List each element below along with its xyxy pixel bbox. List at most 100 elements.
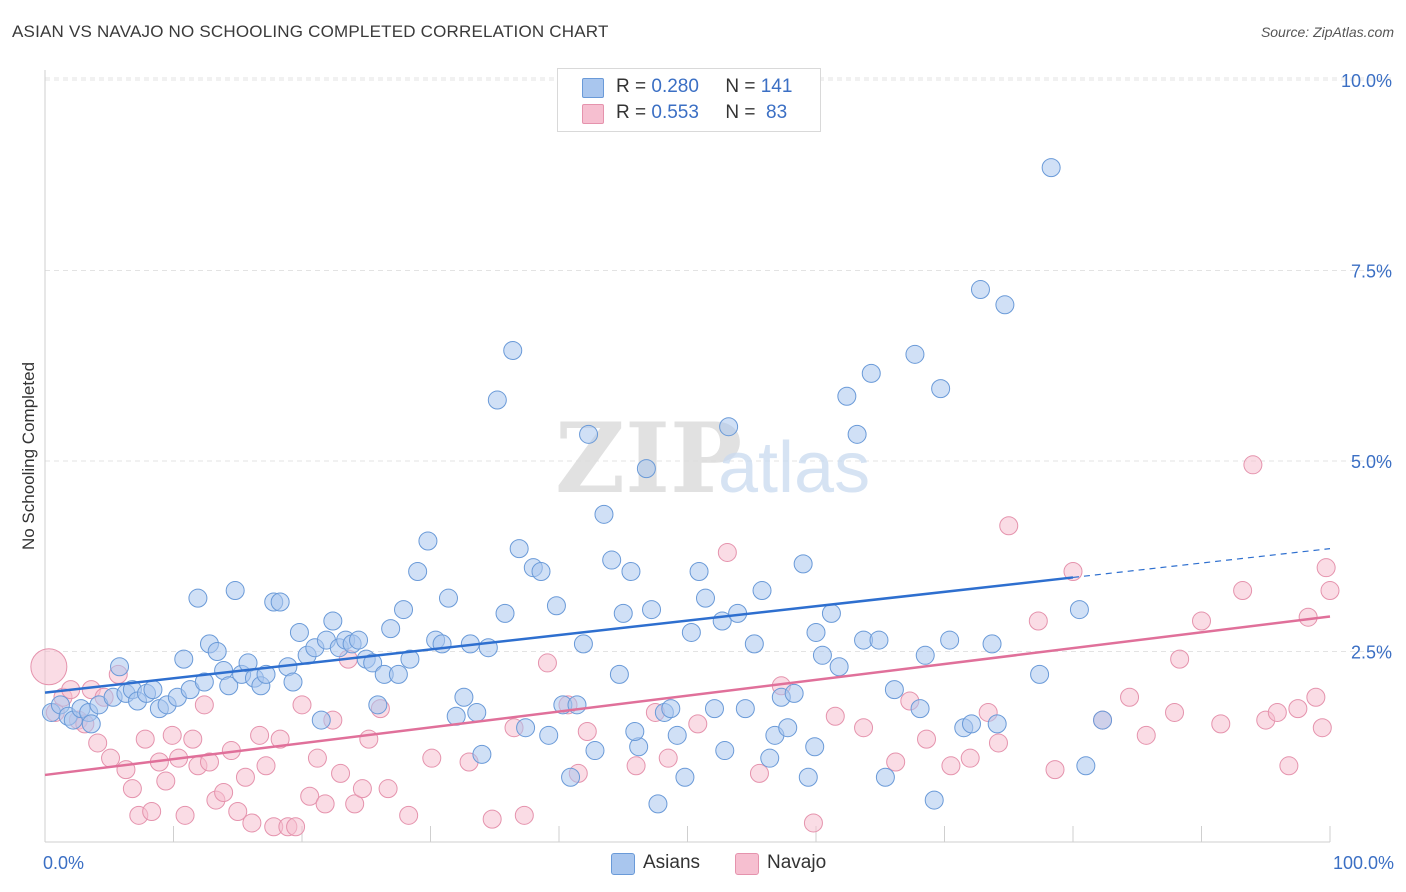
asian-point bbox=[609, 664, 629, 684]
asian-point bbox=[594, 504, 614, 524]
asian-point bbox=[931, 379, 951, 399]
navajo-point bbox=[1192, 611, 1211, 631]
navajo-points bbox=[30, 455, 1340, 837]
navajo-point bbox=[941, 756, 961, 776]
asian-point bbox=[81, 714, 101, 734]
asian-point bbox=[467, 702, 487, 722]
legend-navajo-n-label: N = bbox=[725, 102, 756, 123]
navajo-point bbox=[1136, 725, 1156, 745]
navajo-point bbox=[1233, 581, 1253, 601]
asian-point bbox=[516, 718, 536, 738]
asian-point bbox=[311, 710, 331, 730]
asian-point bbox=[940, 630, 960, 650]
asian-point bbox=[689, 561, 709, 581]
asian-point bbox=[752, 581, 772, 601]
asian-point bbox=[621, 561, 641, 581]
asian-point bbox=[704, 699, 724, 719]
asian-point bbox=[970, 280, 990, 300]
asian-point bbox=[602, 550, 622, 570]
asians-trend-line bbox=[44, 576, 1074, 694]
navajo-point bbox=[175, 805, 195, 825]
x-tick-label-max: 100.0% bbox=[1333, 853, 1394, 873]
asian-point bbox=[585, 741, 605, 761]
navajo-point bbox=[1288, 699, 1308, 719]
navajo-point bbox=[999, 516, 1019, 536]
asian-point bbox=[995, 295, 1015, 315]
legend-asians-r-label: R = bbox=[616, 76, 647, 97]
asian-point bbox=[219, 676, 239, 696]
bottom-legend-navajo-swatch bbox=[735, 853, 759, 875]
navajo-point bbox=[30, 648, 68, 686]
navajo-point bbox=[1028, 611, 1048, 631]
asian-point bbox=[847, 424, 867, 444]
asian-point bbox=[408, 561, 428, 581]
asian-point bbox=[924, 790, 944, 810]
legend-navajo-r-label: R = bbox=[616, 102, 647, 123]
asian-point bbox=[829, 657, 849, 677]
asian-point bbox=[270, 592, 290, 612]
asian-point bbox=[793, 554, 813, 574]
asian-point bbox=[613, 603, 633, 623]
legend-navajo-r-value: 0.553 bbox=[651, 102, 699, 123]
navajo-point bbox=[1320, 581, 1340, 601]
watermark-zip: ZIP bbox=[555, 402, 742, 515]
legend-navajo-swatch bbox=[582, 104, 604, 124]
asian-point bbox=[573, 634, 593, 654]
navajo-point bbox=[256, 756, 276, 776]
navajo-point bbox=[917, 729, 937, 749]
asian-point bbox=[438, 588, 458, 608]
navajo-point bbox=[194, 695, 214, 715]
navajo-point bbox=[352, 779, 372, 799]
navajo-point bbox=[101, 748, 121, 768]
navajo-point bbox=[300, 786, 320, 806]
navajo-point bbox=[378, 779, 398, 799]
navajo-point bbox=[886, 752, 906, 772]
asian-point bbox=[675, 767, 695, 787]
y-axis-title: No Schooling Completed bbox=[19, 362, 38, 550]
asian-point bbox=[982, 634, 1002, 654]
navajo-point bbox=[88, 733, 108, 753]
asian-point bbox=[539, 725, 559, 745]
navajo-point bbox=[399, 805, 419, 825]
asian-point bbox=[225, 581, 245, 601]
asian-point bbox=[495, 603, 515, 623]
asian-point bbox=[961, 714, 981, 734]
asian-point bbox=[368, 695, 388, 715]
navajo-point bbox=[1243, 455, 1263, 475]
asian-point bbox=[472, 744, 492, 764]
asian-point bbox=[744, 634, 764, 654]
asian-point bbox=[760, 748, 780, 768]
asian-point bbox=[289, 622, 309, 642]
asian-point bbox=[1041, 158, 1061, 178]
asian-point bbox=[388, 664, 408, 684]
asian-point bbox=[681, 622, 701, 642]
axis-labels: 2.5% 5.0% 7.5% 10.0% 0.0% 100.0% No Schooling … bbox=[19, 71, 1394, 873]
navajo-point bbox=[199, 752, 219, 772]
source-credit: Source: ZipAtlas.com bbox=[1260, 24, 1394, 40]
asian-point bbox=[454, 687, 474, 707]
asian-point bbox=[642, 600, 662, 620]
navajo-point bbox=[514, 805, 534, 825]
asian-point bbox=[418, 531, 438, 551]
navajo-point bbox=[156, 771, 176, 791]
navajo-point bbox=[1279, 756, 1299, 776]
navajo-point bbox=[1170, 649, 1190, 669]
navajo-point bbox=[1120, 687, 1140, 707]
navajo-point bbox=[1306, 687, 1326, 707]
navajo-point bbox=[1165, 702, 1185, 722]
navajo-point bbox=[749, 763, 769, 783]
navajo-point bbox=[717, 542, 737, 562]
navajo-point bbox=[825, 706, 845, 726]
navajo-point bbox=[270, 729, 290, 749]
asian-point bbox=[869, 630, 889, 650]
grid-lines bbox=[45, 77, 1392, 652]
asian-point bbox=[487, 390, 507, 410]
navajo-point bbox=[854, 718, 874, 738]
asian-point bbox=[861, 363, 881, 383]
navajo-point bbox=[122, 779, 142, 799]
asian-point bbox=[625, 722, 645, 742]
asian-point bbox=[837, 386, 857, 406]
asian-point bbox=[432, 634, 452, 654]
